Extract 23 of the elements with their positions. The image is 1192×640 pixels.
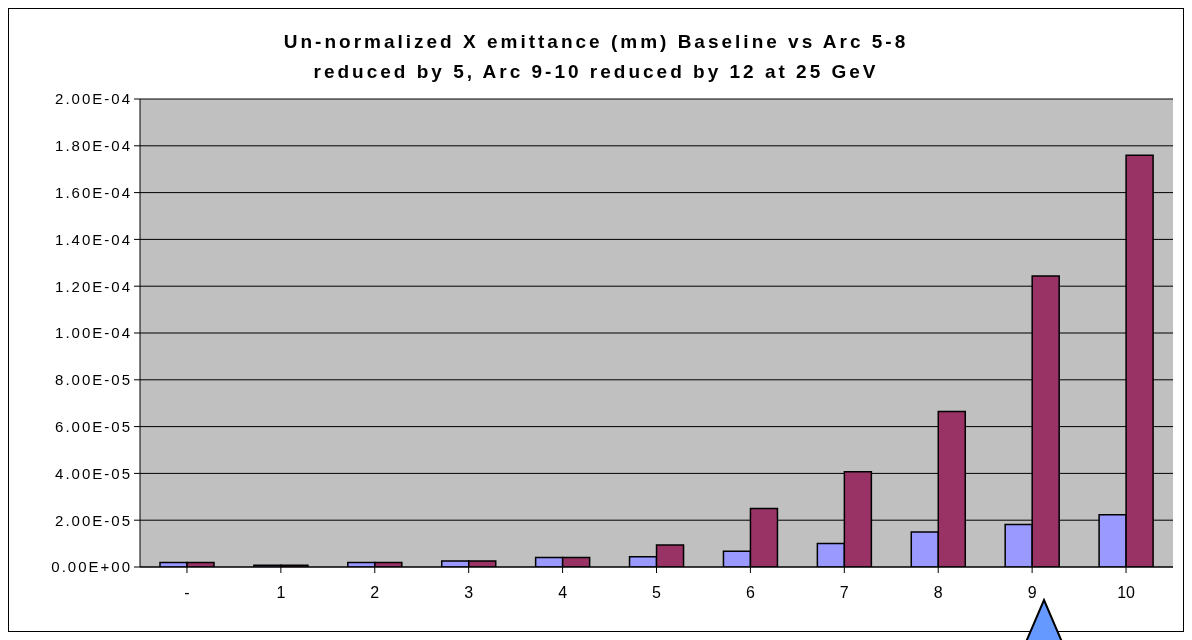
x-tick-label: 6 — [745, 584, 755, 602]
x-tick-label: - — [184, 584, 190, 602]
y-tick-label: 1.20E-04 — [55, 277, 132, 295]
x-tick-label: 5 — [652, 584, 662, 602]
y-tick-label: 8.00E-05 — [55, 371, 132, 389]
y-tick-label: 4.00E-05 — [55, 464, 132, 482]
x-tick-label: 8 — [933, 584, 943, 602]
x-tick-label: 3 — [464, 584, 474, 602]
x-tick-label: 10 — [1117, 584, 1136, 602]
chart-title: Un-normalized X emittance (mm) Baseline vs Arc 5-8 reduced by 5, Arc 9-10 reduced by 12 at 25 GeV — [282, 30, 910, 84]
y-tick-label: 1.80E-04 — [55, 137, 132, 155]
y-tick-label: 1.40E-04 — [55, 230, 132, 248]
y-tick-label: 2.00E-04 — [55, 90, 132, 108]
x-tick-label: 1 — [276, 584, 286, 602]
y-tick-label: 6.00E-05 — [55, 417, 132, 435]
y-tick-label: 1.60E-04 — [55, 183, 132, 201]
x-tick-label: 7 — [839, 584, 849, 602]
x-tick-label: 9 — [1027, 584, 1037, 602]
y-tick-label: 0.00E+00 — [51, 558, 132, 576]
x-tick-label: 2 — [370, 584, 380, 602]
y-tick-label: 2.00E-05 — [55, 511, 132, 529]
y-tick-label: 1.00E-04 — [55, 324, 132, 342]
x-tick-label: 4 — [558, 584, 568, 602]
